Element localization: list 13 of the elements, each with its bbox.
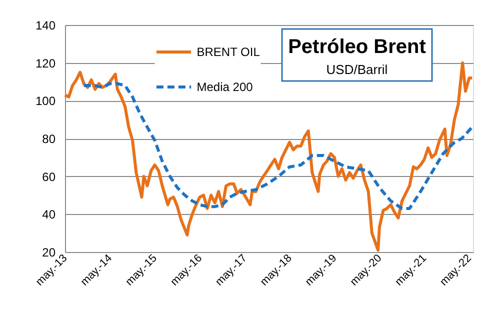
y-tick-label: 100 xyxy=(35,94,56,108)
text: USD/Barril xyxy=(326,62,388,77)
y-tick-label: 20 xyxy=(42,246,56,260)
legend-label: BRENT OIL xyxy=(196,45,260,59)
y-tick-label: 40 xyxy=(42,208,56,222)
y-tick-label: 120 xyxy=(35,56,56,70)
y-tick-label: 80 xyxy=(42,132,56,146)
line-series xyxy=(64,61,474,252)
y-tick-label: 60 xyxy=(42,170,56,184)
line-series xyxy=(82,82,474,210)
text: Petróleo Brent xyxy=(288,36,426,58)
y-tick-label: 140 xyxy=(35,18,56,32)
legend-label: Media 200 xyxy=(196,80,254,94)
